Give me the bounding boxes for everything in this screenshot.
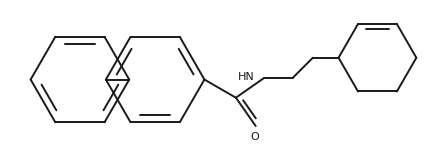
Text: HN: HN [238, 72, 255, 82]
Text: O: O [250, 132, 259, 142]
